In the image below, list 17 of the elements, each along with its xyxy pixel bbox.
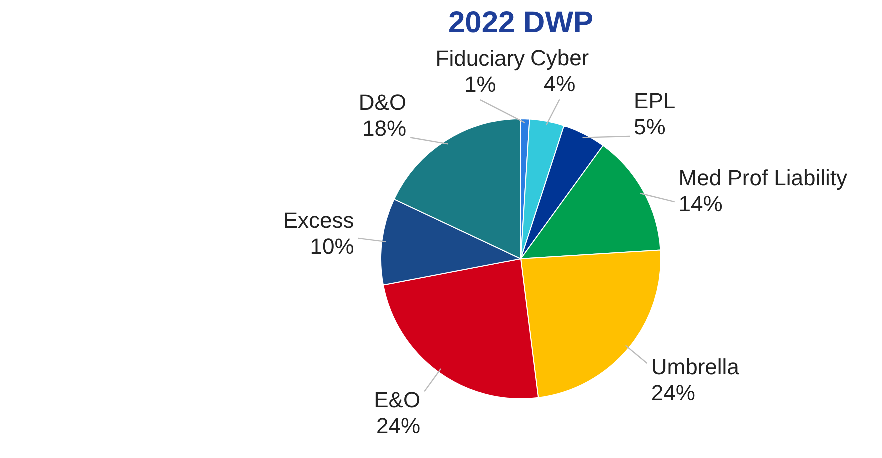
chart-title: 2022 DWP [448,6,594,40]
data-label: 1% [464,72,496,98]
slice-label: Fiduciary [436,46,526,72]
data-label: 10% [310,234,354,259]
slice-label: Med Prof Liability [678,165,848,190]
data-label: 14% [678,191,723,216]
data-label: 4% [544,72,576,97]
slice-label: Umbrella [651,354,740,380]
slice-label: D&O [358,90,407,116]
slice-label: Excess [283,208,354,233]
slice-label: Cyber [530,46,590,71]
data-label: 18% [362,116,407,142]
data-label: 24% [651,380,696,406]
data-label: 5% [634,114,666,140]
slice-label: EPL [634,88,676,114]
slice-label: E&O [374,387,421,412]
data-label: 24% [376,413,421,438]
